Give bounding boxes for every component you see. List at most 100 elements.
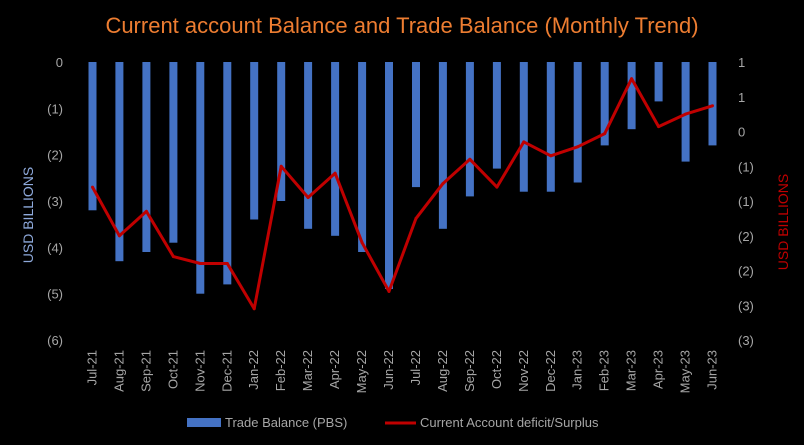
- legend: Trade Balance (PBS) Current Account defi…: [187, 415, 599, 430]
- line-point-Feb-22: [279, 164, 283, 168]
- x-tick-label: Feb-23: [597, 350, 612, 391]
- bar-Jan-22: [250, 62, 259, 220]
- x-tick-label: May-22: [354, 350, 369, 393]
- left-tick-label: (2): [47, 148, 63, 163]
- bar-Oct-22: [492, 62, 501, 169]
- legend-swatch-trade-balance: [187, 418, 221, 427]
- line-point-Jan-23: [576, 145, 580, 149]
- line-point-Dec-21: [225, 262, 229, 265]
- line-point-Sep-21: [144, 209, 148, 213]
- bar-Feb-22: [277, 62, 286, 201]
- x-tick-label: Jan-23: [570, 350, 585, 390]
- line-point-Nov-21: [198, 262, 202, 265]
- line-point-Nov-22: [522, 140, 526, 144]
- x-tick-label: Jan-22: [246, 350, 261, 390]
- bar-Feb-23: [600, 62, 609, 146]
- line-point-Aug-22: [441, 182, 445, 186]
- line-point-Oct-22: [495, 185, 499, 189]
- bar-Aug-21: [115, 62, 124, 262]
- x-tick-label: Sep-22: [462, 350, 477, 392]
- line-point-Jan-22: [252, 307, 256, 311]
- line-point-Jul-21: [91, 185, 94, 189]
- x-tick-label: Mar-23: [624, 350, 639, 391]
- left-axis-ticks: 0 (1) (2) (3) (4) (5) (6): [47, 55, 63, 348]
- line-point-Dec-22: [549, 154, 553, 158]
- line-point-May-23: [684, 112, 688, 116]
- bar-Jun-22: [385, 62, 393, 289]
- right-axis-label: USD BILLIONS: [775, 174, 791, 270]
- right-tick-label: 0: [738, 125, 745, 140]
- line-point-Apr-22: [333, 171, 337, 175]
- bar-Apr-23: [654, 62, 663, 102]
- x-tick-label: Apr-22: [327, 350, 342, 389]
- bar-Nov-21: [196, 62, 205, 294]
- right-tick-label: (3): [738, 298, 754, 313]
- current-account-line-layer: [91, 77, 714, 311]
- x-tick-label: Oct-21: [165, 350, 180, 389]
- right-axis-ticks: 1 1 0 (1) (1) (2) (2) (3) (3): [738, 55, 754, 348]
- line-point-Jun-22: [387, 289, 391, 293]
- x-axis-ticks: Jul-21 Aug-21 Sep-21 Oct-21 Nov-21 Dec-21 Jan-…: [85, 350, 720, 393]
- chart-title: Current account Balance and Trade Balanc…: [105, 13, 698, 38]
- right-tick-label: (2): [738, 229, 754, 244]
- x-tick-label: Nov-22: [516, 350, 531, 392]
- bar-May-22: [358, 62, 367, 252]
- bar-Jun-23: [708, 62, 717, 146]
- x-tick-label: Jun-23: [705, 350, 720, 390]
- line-point-Apr-23: [657, 125, 661, 129]
- x-tick-label: Jun-22: [381, 350, 396, 390]
- x-tick-label: Dec-21: [219, 350, 234, 392]
- x-tick-label: Jul-21: [85, 350, 100, 385]
- left-tick-label: (3): [47, 194, 63, 209]
- line-point-May-22: [360, 241, 364, 245]
- bar-Nov-22: [519, 62, 528, 192]
- left-tick-label: 0: [56, 55, 63, 70]
- x-tick-label: Oct-22: [489, 350, 504, 389]
- bar-Dec-22: [546, 62, 555, 192]
- line-point-Mar-22: [306, 196, 310, 199]
- right-tick-label: 1: [738, 55, 745, 70]
- bar-Oct-21: [169, 62, 178, 243]
- right-tick-label: (2): [738, 264, 754, 279]
- x-tick-label: Sep-21: [138, 350, 153, 392]
- x-tick-label: Feb-22: [273, 350, 288, 391]
- right-tick-label: 1: [738, 90, 745, 105]
- bar-Mar-23: [627, 62, 636, 130]
- line-point-Feb-23: [603, 132, 607, 136]
- x-tick-label: Aug-21: [111, 350, 126, 392]
- line-point-Jul-22: [414, 216, 418, 220]
- legend-label-current-account: Current Account deficit/Surplus: [420, 415, 599, 430]
- right-tick-label: (1): [738, 159, 754, 174]
- line-point-Sep-22: [468, 157, 472, 161]
- legend-label-trade-balance: Trade Balance (PBS): [225, 415, 347, 430]
- left-axis-label: USD BILLIONS: [20, 167, 36, 263]
- x-tick-label: Mar-22: [300, 350, 315, 391]
- bar-Sep-21: [142, 62, 151, 252]
- x-tick-label: Apr-23: [651, 350, 666, 389]
- x-tick-label: Aug-22: [435, 350, 450, 392]
- left-tick-label: (1): [47, 101, 63, 116]
- x-tick-label: Jul-22: [408, 350, 423, 385]
- bar-Aug-22: [438, 62, 447, 229]
- left-tick-label: (5): [47, 287, 63, 302]
- right-tick-label: (3): [738, 333, 754, 348]
- current-account-line: [91, 77, 713, 311]
- bar-Apr-22: [331, 62, 340, 236]
- line-point-Aug-21: [117, 234, 121, 238]
- bar-Mar-22: [304, 62, 313, 229]
- x-tick-label: Dec-22: [543, 350, 558, 392]
- bar-May-23: [681, 62, 690, 162]
- right-tick-label: (1): [738, 194, 754, 209]
- line-point-Mar-23: [630, 77, 634, 81]
- trade-balance-bars: [88, 62, 717, 294]
- line-point-Oct-21: [171, 255, 175, 259]
- x-tick-label: Nov-21: [192, 350, 207, 392]
- bar-Dec-21: [223, 62, 232, 285]
- bar-Sep-22: [465, 62, 474, 197]
- bar-Jul-21: [88, 62, 97, 211]
- left-tick-label: (6): [47, 333, 63, 348]
- x-tick-label: May-23: [678, 350, 693, 393]
- bar-Jul-22: [412, 62, 420, 188]
- bar-Jan-23: [573, 62, 582, 183]
